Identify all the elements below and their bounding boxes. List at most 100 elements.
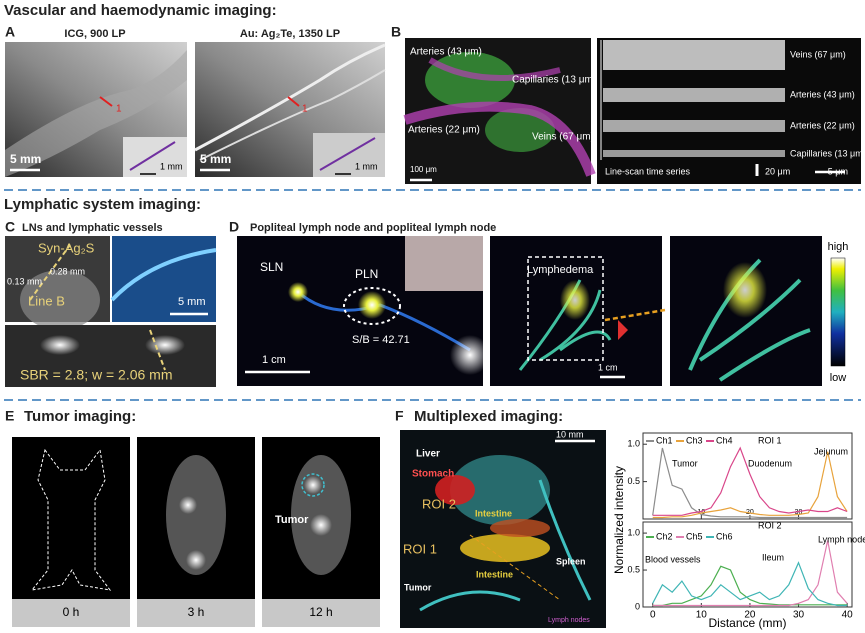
section-title: Multiplexed imaging: [414,408,563,425]
image [5,42,187,177]
annotation: Ileum [762,552,784,562]
y-tick-label: 1.0 [627,439,640,449]
x-tick-label: 20 [746,509,754,516]
y-tick-label: 0.5 [627,564,640,574]
scale-bar-label: 5 mm [178,296,206,308]
legend-label: Ch5 [686,531,703,541]
organ-label: Liver [416,449,440,460]
panel-letter: D [229,219,239,235]
annotation: Duodenum [748,458,792,468]
scale-bar-label: 10 mm [556,429,584,439]
x-tick-label: 30 [793,610,805,621]
organ-label: Lymph nodes [548,617,590,624]
image [670,236,846,386]
time-label: 3 h [188,605,205,619]
marker-label: 1 [116,104,122,115]
image-title: ICG, 900 LP [64,28,125,40]
scale-bar-label: 1 mm [160,161,183,171]
roi-label: ROI 1 [403,541,437,556]
legend-label: Ch2 [656,531,673,541]
image [237,236,490,386]
series-line [652,446,848,516]
image-label: Syn-Ag₂S [38,240,95,255]
organ-label: Stomach [412,469,454,480]
roi-label: ROI 1 [758,435,782,445]
legend-label: Ch6 [716,531,733,541]
y-tick-label: 0.5 [627,476,640,486]
roi-label: ROI 2 [422,496,456,511]
panel-title: Popliteal lymph node and popliteal lymph… [250,222,496,234]
image-label: S/B = 42.71 [352,334,410,346]
scale-bar-label: 1 cm [262,354,286,366]
organ-label: Tumor [404,582,432,592]
image-label: Lymphedema [527,264,594,276]
x-tick-label: 40 [842,610,854,621]
colorbar-label: low [830,372,847,384]
annotation: Jejunum [814,446,848,456]
image [12,437,380,627]
vessel-label: Arteries (43 μm) [410,47,482,58]
line-scan-label: Arteries (43 μm) [790,89,855,99]
image [490,236,666,386]
x-tick-label: 10 [697,509,705,516]
y-tick-label: 0 [635,601,640,611]
scale-bar-label: 5 mm [10,152,41,166]
x-tick-label: 30 [795,509,803,516]
colorbar-label: high [828,241,849,253]
charts: 1.0 0.5 10 20 30 Ch1 Ch3 Ch4 ROI 1 Tumor Duodenum J… [612,432,865,630]
organ-label: Intestine [475,508,512,518]
scale-bar-label: 20 μm [765,166,790,176]
legend-label: Ch3 [686,435,703,445]
x-axis-label: Distance (mm) [708,616,786,630]
annotation: Tumor [672,458,698,468]
section-title: Tumor imaging: [24,408,136,425]
vessel-label: Capillaries (13 μm) [512,75,596,86]
marker-label: 1 [302,104,308,115]
image-label: PLN [355,267,378,281]
y-tick-label: 1.0 [627,527,640,537]
image-label: Line B [28,293,65,308]
organ-label: Spleen [556,556,586,566]
scale-bar-label: 5 μm [828,166,848,176]
image [403,38,596,184]
plot-frame [642,432,853,520]
scale-bar-label: 1 cm [598,362,618,372]
time-label: 0 h [63,605,80,619]
scale-bar-label: 100 μm [410,165,437,174]
series-line [652,451,848,519]
series-line [652,565,848,607]
image-title: Au: Ag₂Te, 1350 LP [240,28,340,40]
scale-bar-label: 1 mm [355,161,378,171]
time-label: 12 h [309,605,332,619]
x-tick-label: 10 [696,610,708,621]
panel-letter: A [5,24,15,40]
result-label: SBR = 2.8; w = 2.06 mm [20,367,173,383]
panel-letter: E [5,408,14,424]
image [194,42,386,177]
panel-letter: F [395,408,404,424]
panel-letter: C [5,219,15,235]
line-scan-label: Arteries (22 μm) [790,120,855,130]
line-scan-image [597,38,861,184]
annotation: Lymph node [818,534,865,544]
x-tick-label: 0 [650,610,656,621]
vessel-label: Veins (67 μm) [532,132,594,143]
line-scan-title: Line-scan time series [605,166,691,176]
annotation: Blood vessels [645,554,701,564]
plot-frame [642,521,853,608]
image-label: Tumor [275,514,309,526]
image-label: 0.28 mm [50,266,85,276]
line-scan-label: Capillaries (13 μm) [790,148,865,158]
image-label: 0.13 mm [7,276,42,286]
roi-label: ROI 2 [758,520,782,530]
series-line [652,447,848,519]
y-axis-label: Normalized intensity [612,466,626,574]
legend-label: Ch1 [656,435,673,445]
section-title: Lymphatic system imaging: [4,196,201,213]
scale-bar-label: 5 mm [200,152,231,166]
series-line [652,561,848,607]
vessel-label: Arteries (22 μm) [408,125,480,136]
line-scan-label: Veins (67 μm) [790,49,846,59]
